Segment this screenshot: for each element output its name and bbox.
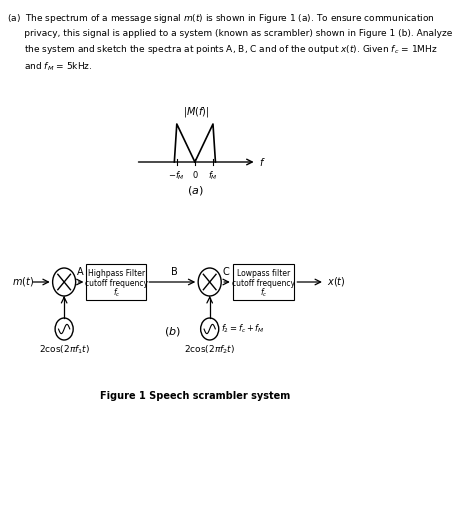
Text: C: C [222,267,229,277]
Text: $|M(f)|$: $|M(f)|$ [183,105,210,119]
Text: $f_M$: $f_M$ [208,169,218,181]
FancyBboxPatch shape [233,264,294,300]
Text: $2\cos(2\pi f_1 t)$: $2\cos(2\pi f_1 t)$ [38,344,90,357]
Text: (a)  The spectrum of a message signal $m(t)$ is shown in Figure 1 (a). To ensure: (a) The spectrum of a message signal $m(… [7,12,452,74]
FancyBboxPatch shape [86,264,146,300]
Text: $2\cos(2\pi f_2 t)$: $2\cos(2\pi f_2 t)$ [184,344,235,357]
Text: Figure 1 Speech scrambler system: Figure 1 Speech scrambler system [100,391,290,401]
Text: $f_c$: $f_c$ [260,287,267,299]
Text: $(a)$: $(a)$ [187,184,203,197]
Text: $f_2=f_c+f_M$: $f_2=f_c+f_M$ [221,323,265,335]
Text: cutoff frequency: cutoff frequency [85,279,148,287]
Text: Highpass Filter: Highpass Filter [88,269,145,279]
Text: $f_c$: $f_c$ [113,287,120,299]
Text: $x(t)$: $x(t)$ [327,276,346,288]
Text: cutoff frequency: cutoff frequency [232,279,295,287]
Text: $(b)$: $(b)$ [164,324,181,338]
Text: Lowpass filter: Lowpass filter [237,269,290,279]
Text: $m(t)$: $m(t)$ [12,276,35,288]
Text: A: A [76,267,83,277]
Text: $0$: $0$ [191,169,198,180]
Text: $-f_M$: $-f_M$ [168,169,185,181]
Text: $f$: $f$ [259,156,266,168]
Text: B: B [171,267,178,277]
